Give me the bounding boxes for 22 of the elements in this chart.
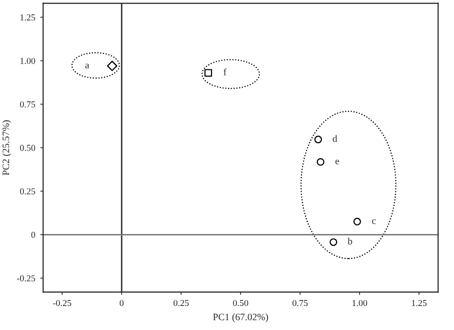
annotation: a	[85, 64, 90, 68]
x-tick-label: 1.25	[412, 300, 427, 306]
annotation: d	[332, 135, 338, 142]
x-tick-label: 1.00	[352, 300, 368, 306]
x-tick-label: 0	[120, 300, 124, 306]
annotation: b	[348, 238, 352, 245]
y-tick-label: -0.25	[17, 275, 36, 282]
y-tick-label: 0.50	[20, 144, 36, 151]
y-tick-label: 1.25	[20, 14, 36, 20]
x-tick-label: 0.25	[174, 300, 189, 306]
y-tick-label: 1.00	[20, 58, 36, 64]
annotation: c	[372, 219, 376, 224]
y-tick-label: 0.75	[20, 101, 36, 108]
x-axis-title: PC1 (67.02%)	[213, 313, 268, 322]
annotation: f	[224, 68, 227, 76]
annotation: e	[335, 160, 340, 164]
x-tick-label: -0.25	[53, 300, 72, 306]
x-tick-label: 0.75	[292, 300, 308, 306]
x-tick-label: 0.50	[233, 300, 248, 306]
y-tick-label: 0	[31, 232, 36, 238]
y-axis-title: PC2 (25.57%)	[2, 120, 12, 176]
y-tick-label: 0.25	[20, 188, 36, 194]
